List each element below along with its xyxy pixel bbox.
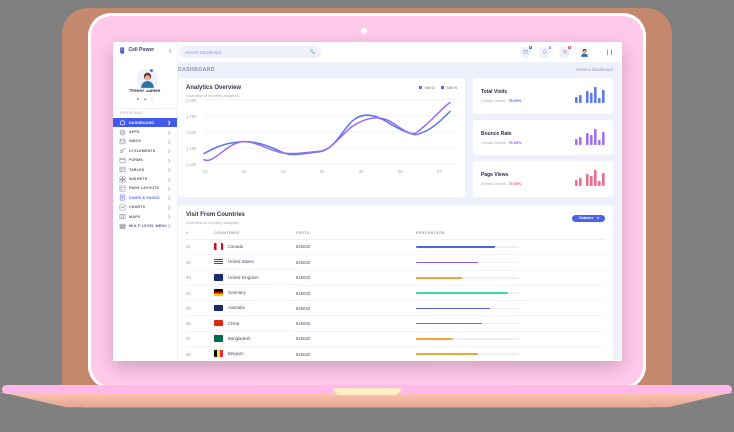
svg-text:05: 05 [359,169,364,174]
svg-text:06: 06 [398,169,403,174]
svg-text:1,500: 1,500 [186,130,197,135]
svg-text:01: 01 [203,169,208,174]
svg-text:2,000: 2,000 [186,98,197,103]
svg-text:1,000: 1,000 [186,162,197,167]
svg-text:07: 07 [437,169,442,174]
svg-text:04: 04 [320,169,325,174]
svg-text:03: 03 [281,169,286,174]
svg-text:02: 02 [242,169,247,174]
svg-text:1,750: 1,750 [186,113,197,118]
svg-text:1,250: 1,250 [186,146,197,151]
